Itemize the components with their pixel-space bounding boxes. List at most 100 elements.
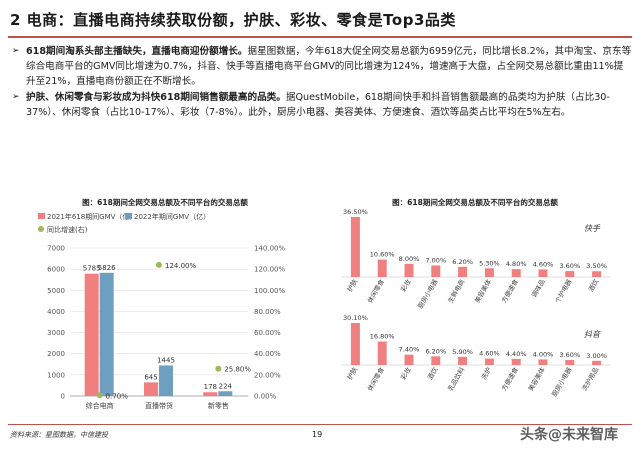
bullet-item-1: ➢ 618期间淘系头部主播缺失，直播电商迎份额增长。据星图数据，今年618大促全… xyxy=(10,44,632,89)
bar xyxy=(565,359,575,365)
bar-value-label: 178 xyxy=(204,383,217,391)
bar xyxy=(565,271,575,277)
bar xyxy=(431,356,441,365)
legend-label: 2022年期间GMV（亿） xyxy=(134,212,210,221)
x-tick-label: 休闲零食 xyxy=(365,365,386,392)
bullet-item-2: ➢ 护肤、休闲零食与彩妆成为抖快618期间销售额最高的品类。据QuestMobi… xyxy=(10,90,632,120)
bar xyxy=(203,392,218,396)
bar xyxy=(458,266,468,277)
legend-label: 2021年618期间GMV（亿） xyxy=(47,212,136,221)
y-tick-label: 7000 xyxy=(47,245,65,253)
bar-value-label: 16.80% xyxy=(370,333,395,341)
growth-label: 25.80% xyxy=(224,366,251,374)
title-divider xyxy=(8,36,632,38)
bar-value-label: 3.60% xyxy=(559,262,580,270)
x-tick-label: 美容美体 xyxy=(472,277,493,304)
bullet-2-heading: 护肤、休闲零食与彩妆成为抖快618期间销售额最高的品类。 xyxy=(26,92,286,103)
bar xyxy=(484,358,494,365)
x-tick-label: 个护电器 xyxy=(553,277,574,304)
bar-value-label: 8.00% xyxy=(399,255,420,263)
y-tick-label: 6000 xyxy=(47,266,65,274)
bar xyxy=(350,323,360,365)
bar-value-label: 645 xyxy=(144,373,157,381)
page-number: 19 xyxy=(312,430,323,439)
x-tick-label: 调味品 xyxy=(529,278,547,299)
y-tick-label: 2000 xyxy=(47,350,65,358)
x-tick-label: 护肤 xyxy=(345,365,360,381)
y-tick-label: 5000 xyxy=(47,287,65,295)
y2-tick-label: 120.00% xyxy=(254,266,285,274)
y-tick-label: 0 xyxy=(61,393,65,401)
bullet-2-text: 据QuestMobile，618期间快手和抖音销售额最高的品类均为护肤（占比30… xyxy=(26,92,610,118)
x-tick-label: 方便速食 xyxy=(499,365,520,392)
growth-label: 124.00% xyxy=(165,262,196,270)
bar-value-label: 5.90% xyxy=(452,348,473,356)
bullet-1-heading: 618期间淘系头部主播缺失，直播电商迎份额增长。 xyxy=(26,46,248,57)
bar-value-label: 3.00% xyxy=(586,352,607,360)
y-tick-label: 4000 xyxy=(47,308,65,316)
bar-value-label: 1445 xyxy=(157,356,175,364)
bar-value-label: 36.50% xyxy=(343,208,368,216)
bar-value-label: 3.50% xyxy=(586,262,607,270)
legend-swatch xyxy=(125,213,132,219)
bar xyxy=(431,265,441,277)
bar xyxy=(404,263,414,277)
bar xyxy=(538,359,548,365)
x-tick-label: 休闲零食 xyxy=(365,277,386,304)
left-bar-chart: 2021年618期间GMV（亿）2022年期间GMV（亿） 同比增速(右) 0 100… xyxy=(38,212,285,410)
x-tick-label: 洗护用品 xyxy=(580,366,601,393)
bar xyxy=(159,365,173,396)
bar-value-label: 4.60% xyxy=(479,350,500,358)
y2-tick-label: 100.00% xyxy=(254,287,285,295)
bullet-arrow-icon: ➢ xyxy=(12,46,20,56)
bar xyxy=(377,341,387,365)
bar-value-label: 6.20% xyxy=(452,258,473,266)
x-tick-label: 彩妆 xyxy=(398,365,413,381)
x-tick-label: 酒饮 xyxy=(586,277,601,293)
left-chart-title: 图：618期间全网交易总额及不同平台的交易总额 xyxy=(82,198,248,207)
bar-value-label: 5785 xyxy=(83,265,101,273)
platform-label: 抖音 xyxy=(584,330,601,339)
bar xyxy=(404,354,414,365)
bar xyxy=(350,217,360,277)
legend-swatch xyxy=(38,213,45,219)
bar-value-label: 4.80% xyxy=(506,260,527,268)
legend-label: 同比增速(右) xyxy=(47,225,88,234)
y2-tick-label: 20.00% xyxy=(254,371,281,379)
x-tick-label: 护肤 xyxy=(345,277,360,293)
y2-tick-label: 60.00% xyxy=(254,329,281,337)
right-chart-title: 图：618期间全网交易总额及不同平台的交易总额 xyxy=(392,198,558,207)
bar xyxy=(511,269,521,277)
bar-value-label: 4.00% xyxy=(533,350,554,358)
y2-tick-label: 0.00% xyxy=(254,393,277,401)
bar xyxy=(99,272,114,396)
legend-marker xyxy=(38,226,44,232)
x-tick-label: 酒饮 xyxy=(425,365,440,381)
bullet-list: ➢ 618期间淘系头部主播缺失，直播电商迎份额增长。据星图数据，今年618大促全… xyxy=(10,44,632,121)
bar-value-label: 4.60% xyxy=(533,260,554,268)
bar xyxy=(592,271,602,277)
x-tick-label: 综合电商 xyxy=(86,401,114,410)
y2-tick-label: 80.00% xyxy=(254,308,281,316)
growth-point xyxy=(215,365,222,372)
bar xyxy=(458,356,468,365)
x-tick-label: 乳品饮料 xyxy=(446,365,467,392)
bar xyxy=(144,382,158,396)
y2-tick-label: 140.00% xyxy=(254,245,285,253)
bar-value-label: 7.40% xyxy=(399,346,420,354)
x-tick-label: 新零售 xyxy=(208,401,229,410)
bar-value-label: 10.60% xyxy=(370,251,395,259)
x-tick-label: 厨房小电器 xyxy=(415,277,439,310)
bar xyxy=(484,268,494,277)
bar-value-label: 224 xyxy=(219,382,233,390)
bullet-1-text: 据星图数据，今年618大促全网交易总额为6959亿元，同比增长8.2%，其中淘宝… xyxy=(26,46,632,87)
page-title: 2 电商：直播电商持续获取份额，护肤、彩妆、零食是Top3品类 xyxy=(10,11,456,29)
bar xyxy=(218,391,233,396)
x-tick-label: 厨房小电器 xyxy=(549,365,573,398)
y2-tick-label: 40.00% xyxy=(254,350,281,358)
growth-point xyxy=(156,261,162,268)
growth-point xyxy=(96,392,103,399)
x-tick-label: 直播带货 xyxy=(145,401,173,410)
bar-value-label: 7.00% xyxy=(425,256,446,264)
bar-value-label: 3.60% xyxy=(559,351,580,359)
